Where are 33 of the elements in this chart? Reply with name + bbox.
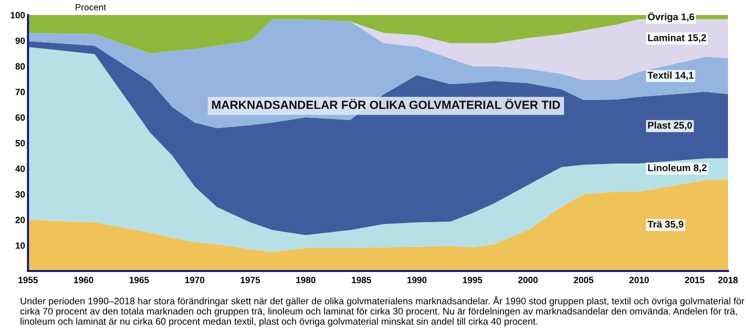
series-label: Laminat 15,2 [648, 34, 706, 43]
x-tick-label: 2015 [684, 276, 704, 284]
y-tick-label: 70 [16, 88, 25, 96]
y-axis-title: Procent [76, 4, 106, 10]
x-tick-label: 1975 [240, 276, 260, 284]
y-tick-label: 20 [15, 216, 25, 224]
series-label: Övriga 1,6 [648, 12, 694, 22]
x-tick-label: 1985 [352, 276, 372, 284]
x-tick-label: 1990 [407, 276, 427, 284]
y-tick-label: 30 [15, 191, 25, 198]
x-tick-label: 1965 [130, 276, 149, 284]
text: MARKNADSANDELAR FÖR OLIKA GOLVMATERIAL ÖVER TID [212, 98, 560, 110]
series-label: Textil 14,1 [648, 72, 694, 80]
x-tick-label: 2018 [718, 276, 738, 284]
y-tick-label: 80 [15, 63, 25, 70]
text: Under perioden 1990–2018 har stora förändringar skett när det gäller de olika golvmaterialens marknadsandelar. År 1990 stod gruppen plast, textil och övriga golvmaterial för cirka 70 procent av den totala marknaden och gruppen trä, linoleum och laminat för cirka 30 procent. Nu är fördelningen av marknadsandelar den omvända. Andelen för trä, linoleum och laminat är nu cirka 60 procent medan textil, plast och övriga golvmaterial minskat sin andel till cirka 40 procent. [20, 296, 744, 327]
x-tick-label: 1960 [74, 276, 94, 284]
y-tick-label: 10 [16, 242, 25, 249]
x-tick-label: 1970 [185, 276, 204, 284]
x-tick-label: 2005 [574, 276, 594, 284]
series-label: Trä 35,9 [648, 220, 684, 230]
y-tick-label: 40 [15, 166, 25, 172]
x-tick-label: 1955 [18, 276, 38, 284]
y-tick-label: 90 [15, 38, 25, 44]
x-tick-label: 1980 [296, 276, 316, 284]
x-tick-label: 2000 [518, 276, 538, 284]
y-tick-label: 100 [10, 12, 25, 18]
series-label: Linoleum 8,2 [648, 164, 707, 173]
x-tick-label: 1995 [462, 276, 482, 284]
y-tick-label: 50 [15, 140, 25, 146]
x-tick-label: 2010 [629, 276, 649, 284]
y-tick-label: 60 [16, 114, 25, 121]
series-label: Plast 25,0 [648, 122, 692, 130]
